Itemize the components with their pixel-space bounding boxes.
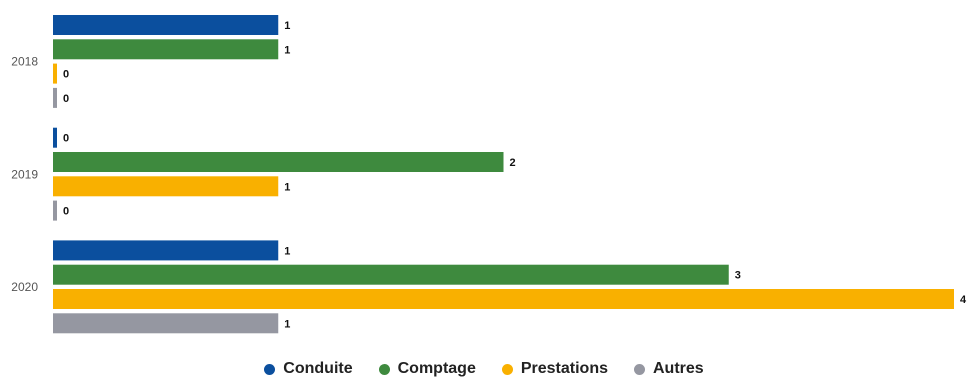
- chart-legend: Conduite Comptage Prestations Autres: [0, 359, 968, 379]
- category-label: 2019: [11, 167, 38, 181]
- legend-label: Autres: [653, 360, 704, 377]
- category-label: 2020: [11, 280, 38, 294]
- data-label: 3: [735, 270, 741, 282]
- legend-item-autres[interactable]: Autres: [634, 360, 704, 378]
- legend-label: Conduite: [283, 360, 353, 377]
- data-label: 0: [63, 69, 69, 81]
- bar-prestations-2018[interactable]: [53, 63, 57, 84]
- category-label: 2018: [11, 55, 38, 69]
- data-label: 4: [960, 294, 967, 306]
- bar-autres-2020[interactable]: [53, 313, 279, 334]
- bar-comptage-2020[interactable]: [53, 264, 729, 285]
- legend-dot-icon: [501, 363, 513, 375]
- bar-chart: 2018 1 1 0 0 2019 0 2 1 0 2020 1 3 4 1: [11, 15, 967, 334]
- legend-item-conduite[interactable]: Conduite: [264, 360, 353, 378]
- bar-conduite-2020[interactable]: [53, 240, 279, 261]
- data-label: 2: [510, 157, 516, 169]
- legend-dot-icon: [264, 363, 276, 375]
- data-label: 1: [284, 245, 290, 257]
- bar-comptage-2018[interactable]: [53, 39, 279, 60]
- bar-prestations-2019[interactable]: [53, 176, 279, 197]
- legend-item-comptage[interactable]: Comptage: [378, 360, 476, 378]
- data-label: 1: [284, 181, 290, 193]
- data-label: 0: [63, 206, 69, 218]
- bar-autres-2019[interactable]: [53, 200, 57, 221]
- legend-label: Prestations: [520, 360, 608, 377]
- legend-label: Comptage: [397, 360, 476, 377]
- bar-autres-2018[interactable]: [53, 87, 57, 108]
- bar-prestations-2020[interactable]: [53, 289, 954, 309]
- data-label: 1: [284, 20, 290, 32]
- legend-dot-icon: [378, 363, 390, 375]
- legend-dot-icon: [634, 363, 645, 375]
- data-label: 1: [284, 318, 290, 330]
- data-label: 0: [63, 93, 69, 105]
- bar-conduite-2018[interactable]: [53, 15, 279, 35]
- bar-conduite-2019[interactable]: [53, 127, 57, 148]
- bar-comptage-2019[interactable]: [53, 152, 504, 172]
- legend-item-prestations[interactable]: Prestations: [501, 360, 608, 378]
- data-label: 1: [284, 44, 290, 56]
- data-label: 0: [63, 133, 69, 145]
